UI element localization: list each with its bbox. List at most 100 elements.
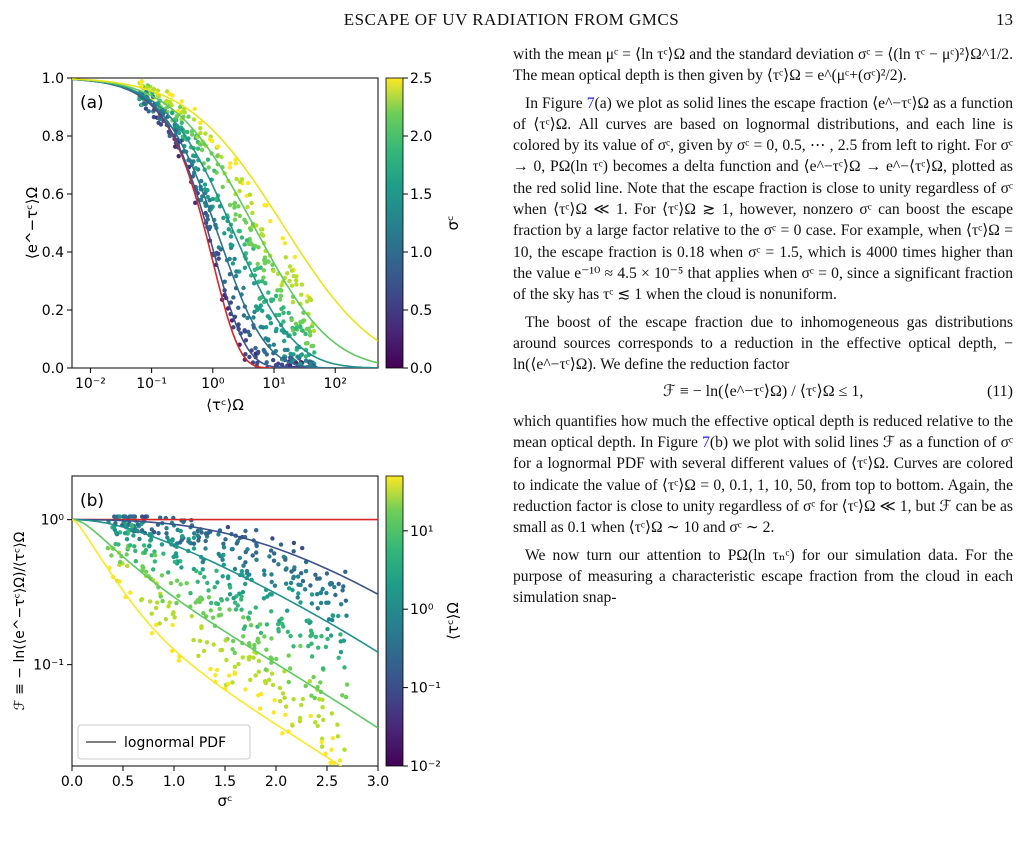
scatter-point [243, 581, 248, 587]
scatter-point [220, 574, 225, 579]
scatter-point [168, 581, 174, 586]
scatter-point [223, 537, 228, 542]
scatter-point [172, 559, 178, 565]
scatter-point [163, 617, 169, 622]
scatter-point [291, 352, 296, 357]
scatter-point [204, 640, 210, 645]
scatter-point [235, 603, 240, 608]
scatter-point [239, 235, 245, 240]
scatter-point [309, 601, 315, 606]
running-head: ESCAPE OF UV RADIATION FROM GMCS 13 [0, 10, 1023, 36]
scatter-point [343, 598, 349, 603]
scatter-point [308, 583, 313, 588]
scatter-point [282, 338, 287, 344]
scatter-point [327, 581, 333, 586]
escape-curve [72, 78, 378, 364]
scatter-point [307, 333, 313, 338]
running-title: ESCAPE OF UV RADIATION FROM GMCS [343, 10, 680, 29]
scatter-point [342, 665, 347, 670]
scatter-point [266, 677, 272, 683]
scatter-point [312, 350, 317, 355]
figure-7b-link[interactable]: 7 [702, 434, 710, 452]
scatter-point [279, 362, 285, 367]
scatter-point [233, 607, 239, 612]
scatter-point [247, 192, 253, 197]
scatter-point [237, 555, 242, 561]
scatter-point [313, 720, 318, 725]
scatter-point [236, 204, 241, 209]
scatter-point [283, 712, 288, 717]
scatter-point [298, 643, 303, 649]
panel-a-frame [71, 77, 379, 369]
scatter-point [230, 261, 236, 266]
scatter-point [176, 658, 182, 663]
colorbar-tick-label: 10⁻² [410, 759, 441, 775]
scatter-point [248, 677, 253, 683]
colorbar-tick-label: 10¹ [410, 524, 433, 540]
scatter-point [290, 723, 295, 728]
scatter-point [273, 293, 279, 299]
scatter-point [241, 563, 246, 568]
scatter-point [160, 598, 165, 604]
scatter-point [247, 610, 253, 615]
scatter-point [138, 597, 144, 603]
scatter-point [307, 620, 312, 626]
scatter-point [228, 585, 233, 590]
scatter-point [246, 180, 251, 186]
scatter-point [309, 632, 315, 638]
scatter-point [250, 210, 255, 216]
scatter-point [293, 326, 298, 331]
scatter-point [266, 290, 271, 295]
scatter-point [178, 104, 183, 110]
scatter-point [205, 217, 210, 222]
scatter-point [129, 514, 134, 519]
scatter-point [236, 228, 241, 234]
scatter-point [153, 622, 159, 627]
scatter-point [264, 360, 269, 365]
scatter-point [217, 606, 222, 612]
scatter-point [164, 531, 169, 536]
scatter-point [257, 305, 262, 311]
scatter-point [231, 638, 236, 644]
scatter-point [216, 251, 221, 256]
scatter-point [129, 524, 135, 529]
scatter-point [344, 682, 350, 687]
scatter-point [208, 608, 213, 613]
scatter-point [291, 697, 296, 702]
scatter-point [281, 624, 286, 629]
panel-a-label: (a) [80, 93, 104, 113]
scatter-point [124, 552, 129, 557]
scatter-point [315, 592, 320, 597]
scatter-point [185, 129, 190, 135]
scatter-point [237, 188, 242, 194]
scatter-point [198, 570, 203, 576]
scatter-point [210, 196, 216, 202]
scatter-point [271, 357, 276, 363]
scatter-point [309, 641, 314, 646]
scatter-point [272, 698, 277, 703]
scatter-point [139, 521, 144, 526]
scatter-point [313, 634, 318, 639]
scatter-point [232, 256, 237, 262]
scatter-point [269, 579, 274, 585]
scatter-point [303, 683, 308, 689]
scatter-point [261, 268, 267, 273]
scatter-point [291, 549, 296, 554]
scatter-point [152, 559, 158, 564]
scatter-point [191, 159, 196, 164]
scatter-point [220, 557, 225, 562]
scatter-point [257, 706, 263, 711]
scatter-point [333, 592, 338, 598]
scatter-point [221, 545, 227, 550]
scatter-point [324, 590, 329, 596]
scatter-point [159, 573, 165, 578]
scatter-point [332, 584, 337, 590]
scatter-point [280, 731, 285, 736]
figure-7-link[interactable]: 7 [586, 94, 595, 112]
scatter-point [255, 261, 260, 267]
scatter-point [255, 636, 261, 641]
scatter-point [256, 349, 261, 355]
scatter-point [178, 582, 183, 587]
scatter-point [283, 704, 289, 709]
scatter-point [247, 572, 252, 577]
